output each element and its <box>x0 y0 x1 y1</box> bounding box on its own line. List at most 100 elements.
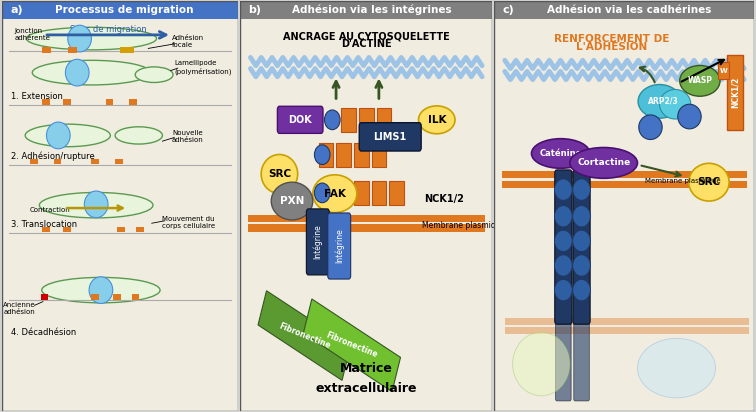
Ellipse shape <box>314 145 330 164</box>
Text: PXN: PXN <box>280 196 304 206</box>
Ellipse shape <box>66 59 89 86</box>
Bar <box>68 47 77 53</box>
Polygon shape <box>303 299 401 392</box>
Ellipse shape <box>135 67 173 82</box>
FancyBboxPatch shape <box>556 321 571 401</box>
Text: L'ADHÉSION: L'ADHÉSION <box>576 42 647 52</box>
Text: Lamellipode
(polymérisation): Lamellipode (polymérisation) <box>174 60 232 75</box>
Text: D'ACTINE: D'ACTINE <box>341 39 392 49</box>
Text: Contraction: Contraction <box>30 207 70 213</box>
Text: Intégrine: Intégrine <box>335 228 344 263</box>
Text: Intégrine: Intégrine <box>313 224 323 259</box>
Text: Membrane plasmique: Membrane plasmique <box>646 178 721 185</box>
Text: 4. Décadhésion: 4. Décadhésion <box>11 328 76 337</box>
Bar <box>42 99 50 105</box>
Ellipse shape <box>513 332 570 396</box>
Bar <box>505 327 749 334</box>
Text: Cortactine: Cortactine <box>577 158 631 167</box>
Bar <box>376 108 391 132</box>
FancyBboxPatch shape <box>306 209 330 275</box>
Bar <box>359 108 373 132</box>
Ellipse shape <box>554 206 572 227</box>
Bar <box>42 47 51 53</box>
Text: ILK: ILK <box>428 115 446 125</box>
Ellipse shape <box>115 127 163 144</box>
Text: Nouvelle
adhésion: Nouvelle adhésion <box>172 130 203 143</box>
Ellipse shape <box>554 255 572 276</box>
FancyBboxPatch shape <box>573 170 590 324</box>
Bar <box>336 181 351 205</box>
Text: NCK1/2: NCK1/2 <box>424 194 464 204</box>
Text: ARP2/3: ARP2/3 <box>648 97 678 106</box>
Bar <box>42 227 50 232</box>
Bar <box>30 159 38 164</box>
Bar <box>371 181 386 205</box>
Ellipse shape <box>42 277 160 303</box>
Ellipse shape <box>25 124 110 147</box>
Ellipse shape <box>637 338 715 398</box>
Bar <box>129 99 137 105</box>
Bar <box>63 227 71 232</box>
Bar <box>389 181 404 205</box>
Bar <box>63 99 71 105</box>
Ellipse shape <box>89 277 113 304</box>
Bar <box>502 180 747 188</box>
Text: SRC: SRC <box>268 169 291 179</box>
Ellipse shape <box>68 25 91 52</box>
Ellipse shape <box>85 191 108 218</box>
Text: W: W <box>720 68 727 74</box>
FancyBboxPatch shape <box>277 106 323 133</box>
Bar <box>354 143 368 166</box>
Bar <box>91 294 99 300</box>
Text: Adhésion via les intégrines: Adhésion via les intégrines <box>292 5 451 15</box>
Ellipse shape <box>313 175 357 213</box>
Ellipse shape <box>46 122 70 149</box>
Bar <box>91 159 99 164</box>
Text: Fibronectine: Fibronectine <box>325 331 379 360</box>
Text: Sens de migration: Sens de migration <box>70 25 147 34</box>
Text: Adhésion
focale: Adhésion focale <box>172 35 204 48</box>
Text: NCK1/2: NCK1/2 <box>731 77 739 108</box>
FancyBboxPatch shape <box>359 123 421 151</box>
Text: Mouvement du
corps cellulaire: Mouvement du corps cellulaire <box>163 216 215 229</box>
Text: extracellulaire: extracellulaire <box>315 382 417 395</box>
Ellipse shape <box>419 106 455 134</box>
FancyBboxPatch shape <box>555 170 572 324</box>
Ellipse shape <box>639 115 662 140</box>
Bar <box>106 99 113 105</box>
Bar <box>727 55 743 130</box>
Text: Membrane plasmique: Membrane plasmique <box>422 221 505 230</box>
Text: 1. Extension: 1. Extension <box>11 92 63 101</box>
Ellipse shape <box>573 230 590 252</box>
FancyBboxPatch shape <box>574 321 590 401</box>
Ellipse shape <box>678 104 701 129</box>
Ellipse shape <box>573 206 590 227</box>
Bar <box>494 311 754 411</box>
Bar <box>117 227 125 232</box>
Text: Adhésion via les cadhérines: Adhésion via les cadhérines <box>547 5 712 15</box>
Bar <box>505 318 749 325</box>
Text: SRC: SRC <box>698 177 720 187</box>
Ellipse shape <box>570 147 637 178</box>
Text: Matrice: Matrice <box>340 362 392 375</box>
Bar <box>502 171 747 178</box>
Bar <box>113 294 120 300</box>
Ellipse shape <box>261 154 298 194</box>
Text: Processus de migration: Processus de migration <box>55 5 194 15</box>
Bar <box>54 159 61 164</box>
Bar <box>718 62 729 79</box>
FancyBboxPatch shape <box>328 213 351 279</box>
Bar <box>2 1 238 19</box>
Ellipse shape <box>680 66 720 96</box>
Ellipse shape <box>638 84 681 118</box>
Bar <box>132 294 139 300</box>
Ellipse shape <box>271 182 313 220</box>
Bar <box>319 143 333 166</box>
Ellipse shape <box>554 230 572 252</box>
Text: 2. Adhésion/rupture: 2. Adhésion/rupture <box>11 151 94 161</box>
Text: WASP: WASP <box>687 76 712 85</box>
Bar <box>248 225 485 232</box>
Bar <box>248 215 485 222</box>
Bar <box>494 1 754 19</box>
Text: FAK: FAK <box>324 189 345 199</box>
